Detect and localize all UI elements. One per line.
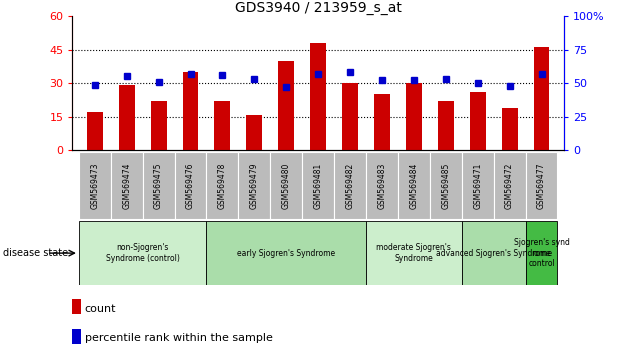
Text: GSM569472: GSM569472 [505, 162, 514, 209]
Text: GSM569480: GSM569480 [282, 162, 290, 209]
Bar [278, 61, 294, 150]
Text: GSM569478: GSM569478 [218, 162, 227, 209]
Text: moderate Sjogren's
Syndrome: moderate Sjogren's Syndrome [377, 244, 451, 263]
Bar [470, 92, 486, 150]
Bar [462, 221, 525, 285]
Bar [334, 152, 366, 219]
Bar [302, 152, 334, 219]
Bar [438, 101, 454, 150]
Text: GSM569485: GSM569485 [441, 162, 450, 209]
Bar [366, 221, 462, 285]
Bar [246, 115, 262, 150]
Bar [79, 221, 207, 285]
Bar [183, 72, 198, 150]
Text: GSM569482: GSM569482 [346, 163, 355, 209]
Bar [87, 112, 103, 150]
Text: GSM569475: GSM569475 [154, 162, 163, 209]
Bar [342, 83, 358, 150]
Bar [406, 83, 422, 150]
Text: disease state: disease state [3, 248, 68, 258]
Bar [398, 152, 430, 219]
Bar [430, 152, 462, 219]
Text: count: count [84, 304, 116, 314]
Text: Sjogren's synd
rome
control: Sjogren's synd rome control [513, 238, 570, 268]
Bar [118, 85, 135, 150]
Bar [207, 152, 238, 219]
Bar [151, 101, 166, 150]
Bar [111, 152, 142, 219]
Bar [72, 298, 81, 314]
Bar [79, 152, 111, 219]
Text: GSM569484: GSM569484 [410, 162, 418, 209]
Bar [494, 152, 525, 219]
Text: GSM569476: GSM569476 [186, 162, 195, 209]
Bar [214, 101, 231, 150]
Bar [310, 43, 326, 150]
Bar [270, 152, 302, 219]
Text: GSM569477: GSM569477 [537, 162, 546, 209]
Bar [207, 221, 366, 285]
Text: early Sjogren's Syndrome: early Sjogren's Syndrome [237, 249, 335, 258]
Text: GSM569471: GSM569471 [473, 162, 482, 209]
Text: GSM569473: GSM569473 [90, 162, 100, 209]
Text: GSM569481: GSM569481 [314, 163, 323, 209]
Bar [525, 221, 558, 285]
Text: non-Sjogren's
Syndrome (control): non-Sjogren's Syndrome (control) [106, 244, 180, 263]
Bar [72, 329, 81, 344]
Bar [175, 152, 207, 219]
Bar [534, 47, 549, 150]
Bar [238, 152, 270, 219]
Text: GSM569479: GSM569479 [250, 162, 259, 209]
Title: GDS3940 / 213959_s_at: GDS3940 / 213959_s_at [235, 1, 401, 15]
Bar [374, 95, 390, 150]
Bar [366, 152, 398, 219]
Bar [525, 152, 558, 219]
Text: advanced Sjogren's Syndrome: advanced Sjogren's Syndrome [435, 249, 552, 258]
Bar [501, 108, 518, 150]
Bar [462, 152, 494, 219]
Text: GSM569474: GSM569474 [122, 162, 131, 209]
Text: percentile rank within the sample: percentile rank within the sample [84, 333, 273, 343]
Bar [142, 152, 175, 219]
Text: GSM569483: GSM569483 [377, 162, 386, 209]
